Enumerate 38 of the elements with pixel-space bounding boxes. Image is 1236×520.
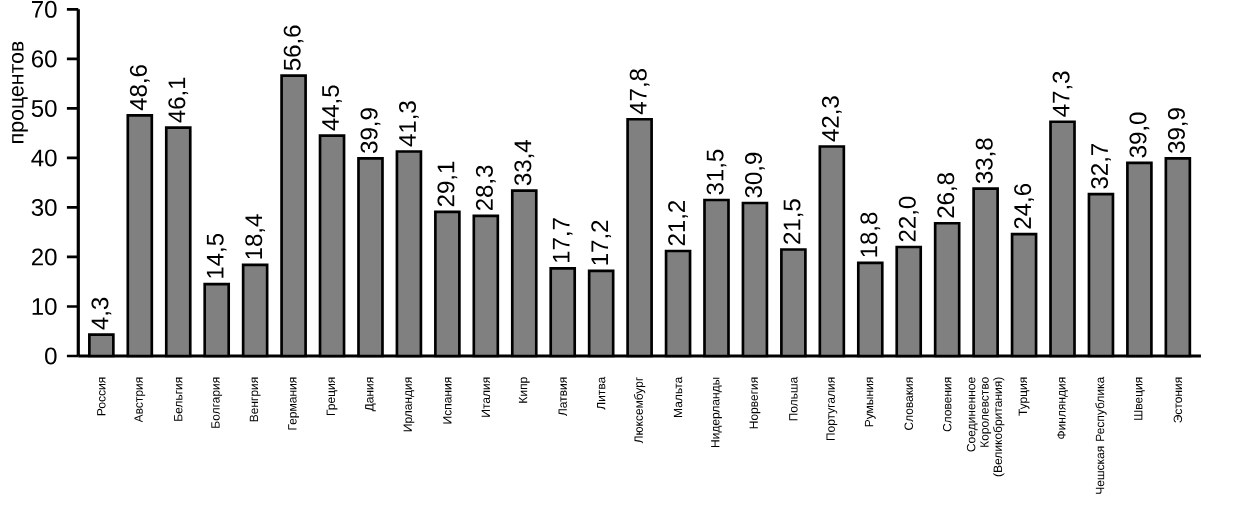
data-label: 22,0 xyxy=(898,196,919,242)
data-label: 21,5 xyxy=(783,199,804,244)
data-label: 41,3 xyxy=(399,101,419,147)
data-label: 28,3 xyxy=(475,165,496,211)
data-label: 33,4 xyxy=(514,140,535,186)
data-label: 39,9 xyxy=(360,108,381,153)
y-axis-title: процентов xyxy=(11,41,28,143)
data-label: 44,5 xyxy=(322,85,342,131)
y-tick-label: 60 xyxy=(32,50,57,68)
data-label: 21,2 xyxy=(668,200,688,246)
data-label: 39,0 xyxy=(1129,112,1150,158)
data-label: 39,9 xyxy=(1167,108,1188,153)
data-label: 47,3 xyxy=(1052,71,1073,117)
data-label: 56,6 xyxy=(283,25,304,71)
data-label: 31,5 xyxy=(706,149,727,195)
y-tick-label: 40 xyxy=(31,149,57,167)
y-tick-label: 70 xyxy=(32,0,57,18)
y-tick-label: 30 xyxy=(31,198,57,216)
data-label: 17,7 xyxy=(552,218,573,262)
data-label: 26,8 xyxy=(937,173,958,218)
data-label: 18,4 xyxy=(245,214,266,259)
y-tick-label: 50 xyxy=(31,99,57,117)
data-label: 32,7 xyxy=(1091,144,1111,189)
data-label: 47,8 xyxy=(629,69,650,115)
data-label: 30,9 xyxy=(745,152,765,198)
data-label: 33,8 xyxy=(975,138,996,184)
y-tick-label: 10 xyxy=(32,297,57,315)
data-label: 14,5 xyxy=(206,233,227,278)
data-label: 24,6 xyxy=(1014,183,1034,229)
data-label: 17,2 xyxy=(591,220,612,265)
y-tick-label: 0 xyxy=(45,347,57,365)
data-label: 29,1 xyxy=(437,161,458,207)
data-label: 42,3 xyxy=(821,96,842,142)
data-label: 48,6 xyxy=(129,65,150,111)
data-label: 18,8 xyxy=(860,212,881,257)
data-label: 46,1 xyxy=(168,77,189,123)
data-label: 4,3 xyxy=(91,297,112,330)
y-tick-label: 20 xyxy=(32,248,57,266)
